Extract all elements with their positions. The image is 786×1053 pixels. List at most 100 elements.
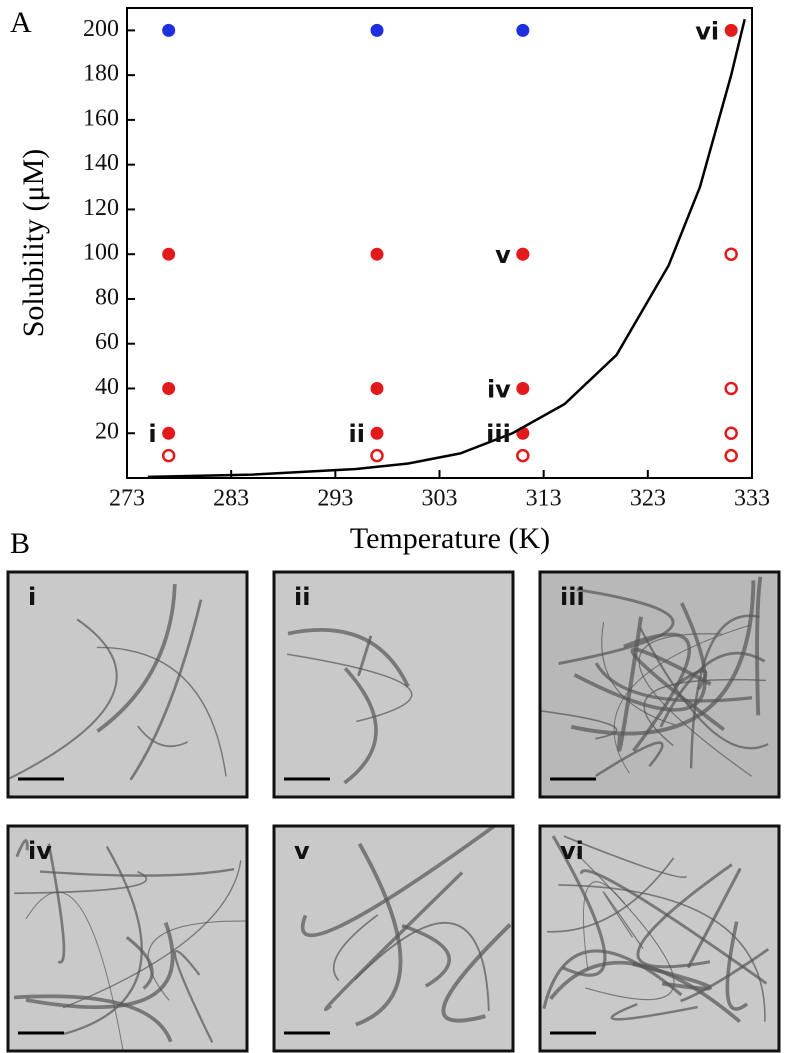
frame [272,824,515,1053]
frame [538,824,781,1053]
fibril [96,584,177,733]
micrograph: ii [272,570,515,799]
frame [538,570,781,799]
fibril [354,922,490,1011]
y-tick-label: 160 [83,105,119,131]
data-point [162,247,176,261]
fibril [137,725,189,748]
fibril [643,678,767,747]
x-tick-label: 273 [109,486,145,512]
fibril [558,588,675,665]
data-point [724,448,738,463]
x-tick-label: 303 [422,486,458,512]
fibril [343,667,378,785]
data-point [370,23,384,37]
data-point [724,247,738,261]
fibril [583,881,626,971]
fibril [659,651,766,728]
fibril [63,845,143,1036]
fibril [7,618,118,781]
fibril [15,839,29,858]
data-point [162,23,176,37]
data-point [724,23,738,37]
x-tick-label: 313 [526,486,562,512]
fibril [601,622,676,726]
y-axis-label: Solubility (μM) [17,149,50,338]
image-label: ii [294,583,310,611]
fibril [570,580,756,736]
data-point [724,381,738,396]
data-point [162,426,176,440]
y-tick-label: 200 [83,16,119,42]
frame [6,570,249,799]
curve [147,18,746,478]
annotation: v [495,241,511,269]
fibril [401,923,451,988]
frame [6,824,249,1053]
micrograph-bg [6,570,249,799]
y-tick-label: 180 [83,61,119,87]
fibril [300,824,496,938]
data-point [516,381,530,395]
y-tick-label: 80 [95,284,119,310]
y-tick-label: 60 [95,329,119,355]
fibril [617,616,644,752]
y-tick-label: 20 [95,419,119,445]
fibril [332,914,379,982]
fibril [610,1003,698,1021]
data-point [161,448,176,463]
x-axis-label: Temperature (K) [350,522,550,555]
fibril [563,835,688,879]
fibril [673,669,708,691]
annotation: iv [487,375,511,403]
plot-frame [126,7,753,479]
fibril [547,857,675,933]
fibril [551,835,607,977]
fibril [173,950,214,1044]
fibril [595,741,664,778]
data-point [516,23,530,37]
fibril [725,921,749,1011]
image-label: vi [560,837,584,865]
fibril [287,628,410,688]
fibril [96,646,227,777]
image-label: i [28,583,36,611]
fibril [25,891,124,1050]
fibril [324,871,464,1012]
image-label: iii [560,583,585,611]
data-point [370,448,384,463]
fibril [636,863,733,969]
micrograph: i [6,570,249,799]
fibril [355,842,403,1027]
fibril [13,994,173,1043]
fibril [540,709,618,740]
fibril [286,653,413,723]
micrograph-bg [272,570,515,799]
fibril [755,576,763,716]
fibril [125,936,154,990]
x-tick-label: 283 [213,486,249,512]
fibril [39,868,235,877]
annotation: i [148,420,156,448]
data-point [370,381,384,395]
fibril [47,843,66,964]
data-point [724,426,738,440]
fibril [357,635,373,677]
fibril [542,949,683,1010]
fibril [638,633,752,777]
data-point [370,426,384,440]
fibril [62,860,242,1009]
data-point [516,448,530,463]
x-tick-label: 293 [317,486,353,512]
y-tick-label: 40 [95,374,119,400]
fibril [680,948,770,1003]
x-tick-label: 323 [630,486,666,512]
fibril [686,868,742,969]
micrograph: iii [538,570,781,799]
image-label: iv [28,837,52,865]
fibril [639,627,769,750]
panel-label: A [10,6,32,39]
fibril [129,599,203,781]
micrograph: vi [538,824,781,1053]
